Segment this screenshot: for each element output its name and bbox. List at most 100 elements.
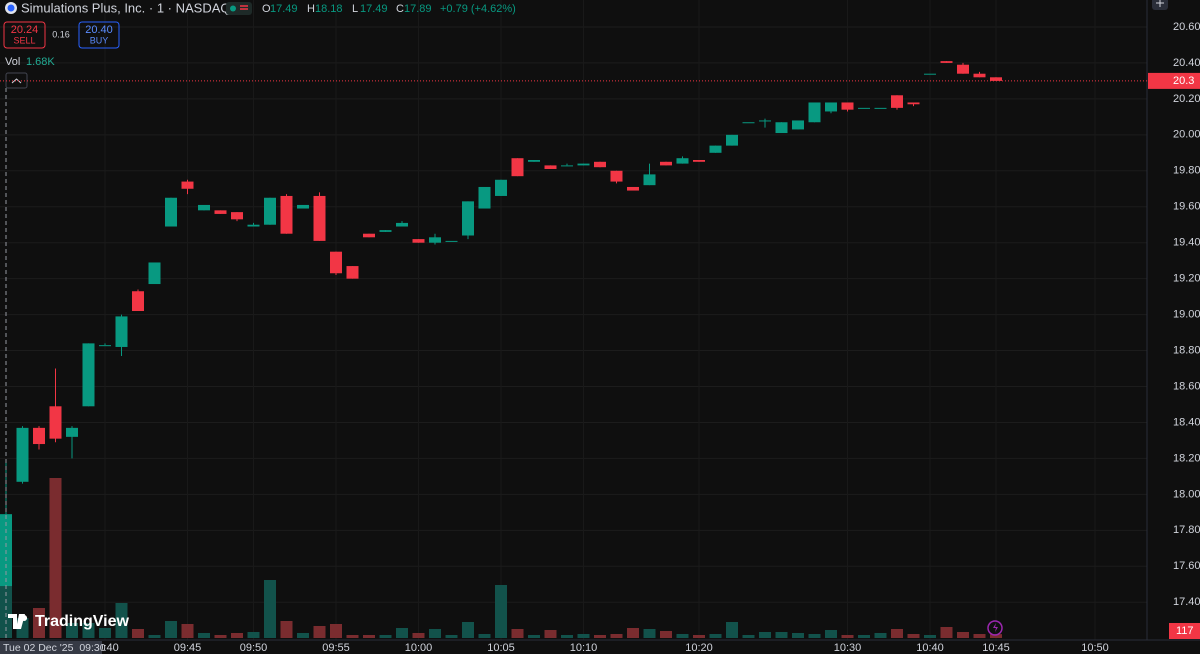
y-tick-label: 17.60 (1173, 560, 1200, 572)
candle-body (792, 120, 804, 130)
alert-icon[interactable] (987, 620, 1003, 636)
volume-bar (495, 585, 507, 638)
volume-bar (66, 623, 78, 638)
candle-body (808, 102, 821, 123)
volume-bar (511, 629, 524, 638)
volume-bar (330, 624, 342, 638)
volume-bar (132, 629, 144, 638)
volume-bar (808, 634, 821, 638)
ohlc-value: 18.18 (315, 3, 343, 15)
ohlc-value: 17.49 (360, 3, 388, 15)
candle-body (891, 95, 903, 108)
y-tick-label: 18.00 (1173, 488, 1200, 500)
candle-body (165, 197, 177, 227)
candle-body (445, 240, 458, 242)
x-tick-label: 10:40 (916, 642, 944, 654)
volume-bar (660, 631, 672, 638)
candle-body (115, 316, 128, 347)
y-tick-label: 19.80 (1173, 165, 1200, 177)
y-tick-label: 19.20 (1173, 273, 1200, 285)
volume-bar (940, 627, 953, 638)
spread: 0.16 (52, 29, 70, 39)
x-tick-label: 10:50 (1081, 642, 1109, 654)
candle-body (148, 262, 161, 285)
y-tick-label: 20.40 (1173, 57, 1200, 69)
volume-bar (726, 622, 738, 638)
candle-body (429, 237, 441, 243)
volume-bar (148, 635, 161, 638)
volume-bar (610, 634, 623, 638)
candle-body (33, 427, 45, 445)
volume-bar (874, 633, 887, 638)
candle-body (775, 122, 788, 134)
grid (0, 26, 1147, 603)
volume-bar (429, 629, 441, 638)
candle-body (313, 195, 326, 241)
candle-body (957, 64, 969, 74)
y-tick-label: 19.00 (1173, 309, 1200, 321)
candle-body (907, 102, 920, 105)
volume-bar (181, 624, 194, 638)
candle-body (346, 266, 359, 279)
x-tick-label: 10:45 (982, 642, 1010, 654)
candle-body (528, 160, 540, 162)
candle-body (594, 161, 606, 168)
candle-body (610, 170, 623, 182)
volume-bar (49, 478, 62, 638)
volume-bar (346, 635, 359, 638)
volume-bar (478, 634, 491, 638)
volume-bar (214, 635, 227, 638)
x-tick-label: 09:50 (240, 642, 268, 654)
brand-logo (8, 614, 28, 629)
candle-body (709, 145, 722, 153)
candle-body (330, 251, 342, 274)
overlay: 17.40 17.60 17.80 18.00 18.20 18.40 18.60 18.80… (0, 21, 1200, 654)
y-tick-label: 17.80 (1173, 524, 1200, 536)
y-tick-label: 18.80 (1173, 344, 1200, 356)
ohlc-letter: L (352, 3, 358, 15)
ohlc-value: 17.89 (404, 3, 432, 15)
y-tick-label: 19.60 (1173, 201, 1200, 213)
candle-body (726, 134, 738, 146)
symbol-logo-inner (7, 4, 15, 12)
volume-bar (462, 622, 474, 638)
volume-bar (841, 635, 854, 638)
market-status[interactable] (226, 2, 252, 15)
last-price-badge (1148, 72, 1200, 89)
volume-bar (775, 632, 788, 638)
candle-body (874, 107, 887, 109)
candle-body (132, 291, 144, 312)
buy-button[interactable] (78, 21, 120, 49)
sell-label: SELL (13, 35, 35, 45)
volume-bar (544, 630, 557, 638)
candle-body (412, 239, 425, 243)
candle-body (858, 107, 870, 109)
volume-bar (924, 635, 936, 638)
marks (0, 61, 1002, 638)
y-tick-label: 20.60 (1173, 21, 1200, 33)
volume-bar (363, 635, 375, 638)
volume-bar (891, 629, 903, 638)
sell-button[interactable] (3, 21, 46, 49)
volume-bar (825, 630, 837, 638)
candle-body (478, 186, 491, 209)
volume-bar (907, 634, 920, 638)
market-status-dot (230, 5, 236, 12)
candle-body (214, 210, 227, 214)
candle-body (577, 163, 590, 166)
ohlc-legend: O 17.49 H 18.18 L 17.49 C 17.89 +0.79 (+4.62%) (262, 3, 516, 15)
volume-bar (264, 580, 276, 638)
volume-bar (858, 635, 870, 638)
candle-body (379, 230, 392, 232)
candle-body (627, 186, 639, 191)
candle-body (841, 102, 854, 110)
candle-body (82, 343, 95, 407)
volume-bar (594, 635, 606, 638)
ohlc-change: +0.79 (+4.62%) (440, 3, 516, 15)
candle-body (462, 201, 474, 236)
candle-body (264, 197, 276, 225)
brand: TradingView (35, 613, 130, 630)
market-status-icon (240, 5, 248, 10)
